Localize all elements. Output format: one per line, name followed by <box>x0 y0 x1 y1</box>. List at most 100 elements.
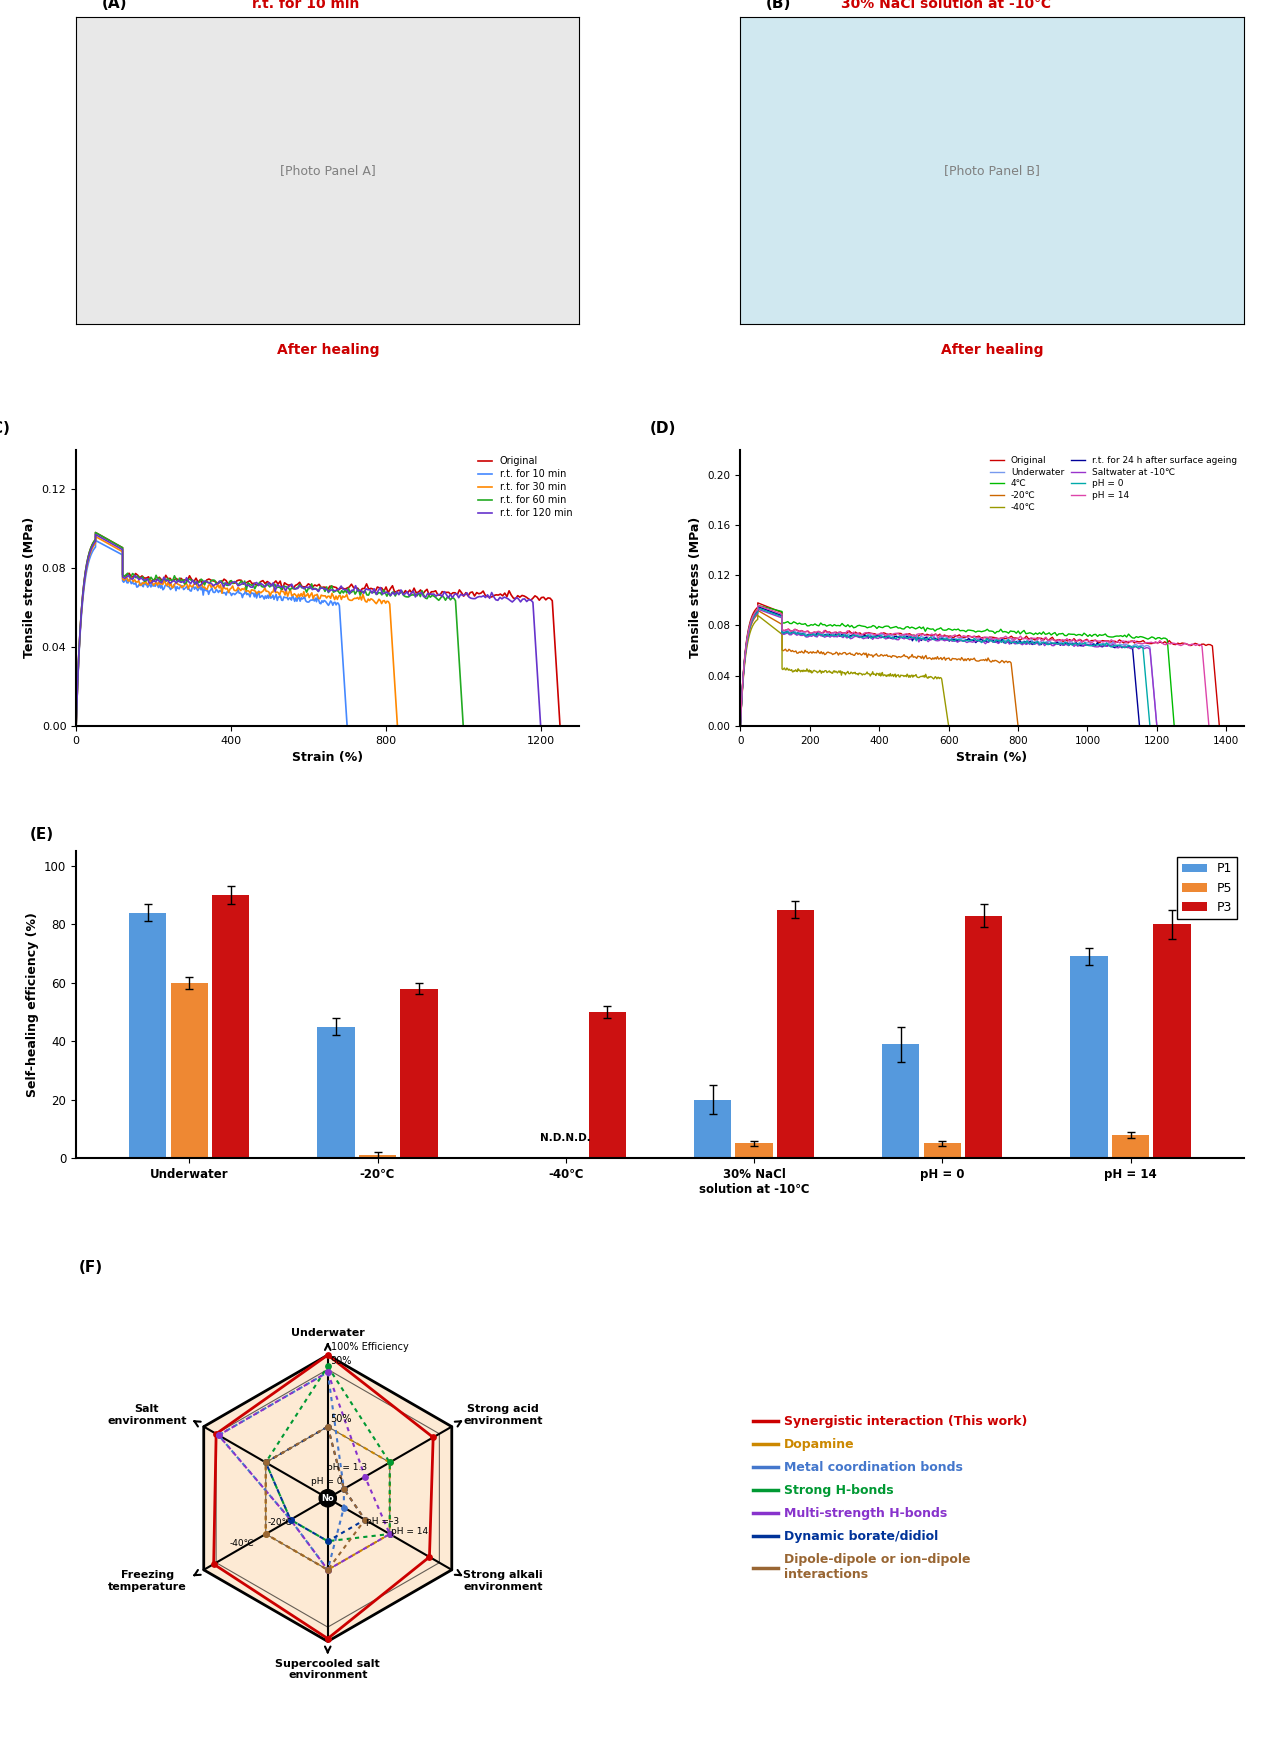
Line: r.t. for 60 min: r.t. for 60 min <box>76 533 463 725</box>
r.t. for 24 h after surface ageing <box>753 598 768 619</box>
pH = 14 <box>1193 635 1208 656</box>
Point <box>379 1521 400 1549</box>
r.t. for 24 h after surface ageing <box>750 596 765 617</box>
Text: r.t. for 10 min: r.t. for 10 min <box>253 0 359 10</box>
Point <box>317 1556 338 1584</box>
Legend: Synergistic interaction (This work), Dopamine, Metal coordination bonds, Strong : Synergistic interaction (This work), Dop… <box>746 1409 1034 1587</box>
Point <box>280 1505 301 1533</box>
-20℃ <box>753 601 768 622</box>
Point <box>317 1556 338 1584</box>
Text: [Photo Panel B]: [Photo Panel B] <box>944 164 1039 177</box>
pH = 14 <box>1112 633 1127 654</box>
Saltwater at -10℃ <box>750 598 765 619</box>
-40℃ <box>760 614 775 635</box>
Saltwater at -10℃ <box>760 603 775 624</box>
Saltwater at -10℃ <box>732 715 747 736</box>
-40℃ <box>933 668 948 689</box>
r.t. for 30 min <box>390 715 405 736</box>
r.t. for 30 min <box>194 573 209 594</box>
Line: -40℃: -40℃ <box>740 615 949 725</box>
Text: pH = 14: pH = 14 <box>391 1528 429 1536</box>
Line: Original: Original <box>76 533 560 725</box>
-40℃ <box>942 715 957 736</box>
Line: r.t. for 30 min: r.t. for 30 min <box>76 537 397 725</box>
r.t. for 24 h after surface ageing <box>732 715 747 736</box>
Point <box>255 1521 275 1549</box>
Text: 30% NaCl solution at -10℃: 30% NaCl solution at -10℃ <box>841 0 1051 10</box>
pH = 0 <box>732 715 747 736</box>
Point <box>334 1475 354 1503</box>
4℃ <box>760 598 775 619</box>
Point <box>203 1550 223 1578</box>
-20℃ <box>1010 715 1025 736</box>
-20℃ <box>843 643 858 664</box>
Original <box>542 587 557 608</box>
Point <box>317 1358 338 1386</box>
r.t. for 24 h after surface ageing <box>881 628 896 649</box>
Original <box>1212 715 1227 736</box>
r.t. for 10 min <box>88 530 103 551</box>
Line: pH = 0: pH = 0 <box>740 608 1150 725</box>
Bar <box>1112 1134 1150 1159</box>
r.t. for 120 min <box>99 530 114 551</box>
Bar <box>882 1044 920 1159</box>
Point <box>334 1475 354 1503</box>
Line: -20℃: -20℃ <box>740 610 1018 725</box>
Text: pH =–3: pH =–3 <box>367 1517 400 1526</box>
pH = 14 <box>760 598 775 619</box>
Underwater <box>760 600 775 621</box>
r.t. for 10 min <box>99 537 114 558</box>
Point <box>206 1419 226 1447</box>
Point <box>317 1556 338 1584</box>
pH = 0 <box>883 628 898 649</box>
Legend: Original, Underwater, 4℃, -20℃, -40℃, r.t. for 24 h after surface ageing, Saltwa: Original, Underwater, 4℃, -20℃, -40℃, r.… <box>989 454 1239 514</box>
-40℃ <box>750 605 765 626</box>
Bar <box>170 982 208 1159</box>
Bar <box>317 1026 355 1159</box>
Underwater <box>732 715 747 736</box>
Point <box>379 1521 400 1549</box>
Point <box>255 1449 275 1477</box>
pH = 0 <box>1065 635 1080 656</box>
Underwater <box>750 596 765 617</box>
-40℃ <box>753 607 768 628</box>
Original <box>905 624 920 645</box>
Point <box>317 1412 338 1440</box>
Text: 100% Efficiency: 100% Efficiency <box>331 1342 409 1353</box>
Bar <box>964 916 1003 1159</box>
Y-axis label: Tensile stress (MPa): Tensile stress (MPa) <box>689 517 702 659</box>
Y-axis label: Tensile stress (MPa): Tensile stress (MPa) <box>23 517 36 659</box>
r.t. for 30 min <box>88 526 103 547</box>
Point <box>379 1521 400 1549</box>
pH = 0 <box>1133 636 1148 657</box>
Bar <box>1154 925 1190 1159</box>
Point <box>280 1505 301 1533</box>
Original <box>99 528 114 549</box>
Point <box>379 1449 400 1477</box>
Text: Salt
environment: Salt environment <box>107 1404 187 1426</box>
Point <box>334 1475 354 1503</box>
r.t. for 120 min <box>88 524 103 545</box>
r.t. for 60 min <box>90 524 105 545</box>
Saltwater at -10℃ <box>1070 636 1085 657</box>
r.t. for 60 min <box>383 586 398 607</box>
-40℃ <box>822 661 838 682</box>
Line: r.t. for 120 min: r.t. for 120 min <box>76 535 541 725</box>
Bar <box>1071 956 1108 1159</box>
Original <box>760 596 775 617</box>
Line: pH = 14: pH = 14 <box>740 605 1209 725</box>
Point <box>208 1421 228 1449</box>
r.t. for 24 h after surface ageing <box>760 600 775 621</box>
Bar <box>735 1143 773 1159</box>
Point <box>423 1423 443 1451</box>
Point <box>255 1449 275 1477</box>
r.t. for 60 min <box>456 715 471 736</box>
Text: pH = 1.3: pH = 1.3 <box>327 1463 367 1472</box>
Original <box>750 593 765 614</box>
r.t. for 30 min <box>381 591 396 612</box>
Underwater <box>883 624 898 645</box>
pH = 14 <box>898 624 914 645</box>
Legend: P1, P5, P3: P1, P5, P3 <box>1176 858 1237 919</box>
Point <box>255 1521 275 1549</box>
Text: pH = 0: pH = 0 <box>311 1477 343 1486</box>
